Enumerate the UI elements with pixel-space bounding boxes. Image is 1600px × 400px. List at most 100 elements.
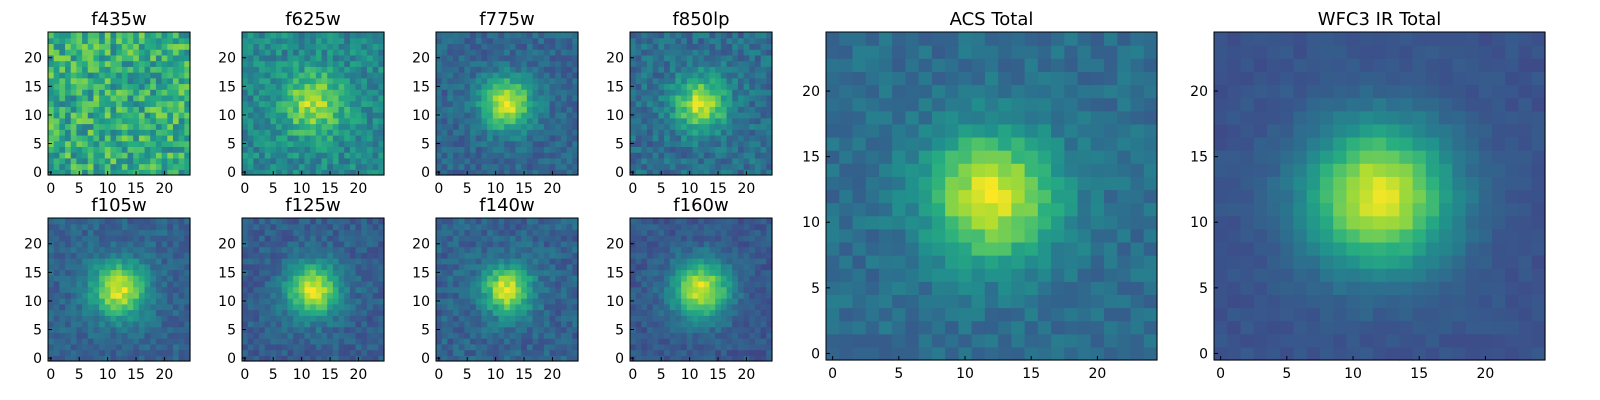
heatmap-cell <box>572 246 579 253</box>
heatmap-cell <box>144 252 151 259</box>
heatmap-cell <box>150 240 157 248</box>
heatmap-cell <box>338 49 345 56</box>
heatmap-cell <box>270 77 277 85</box>
heatmap-cell <box>669 315 677 322</box>
heatmap-cell <box>532 129 539 136</box>
heatmap-cell <box>87 77 95 85</box>
heatmap-cell <box>259 32 266 39</box>
heatmap-cell <box>498 89 505 96</box>
heatmap-cell <box>161 37 168 45</box>
heatmap-cell <box>355 163 362 170</box>
heatmap-cell <box>635 315 642 322</box>
heatmap-cell <box>441 117 448 125</box>
heatmap-cell <box>436 100 443 107</box>
heatmap-cell <box>726 37 733 45</box>
heatmap-cell <box>566 32 573 39</box>
heatmap-cell <box>253 140 260 147</box>
heatmap-cell <box>293 72 300 79</box>
heatmap-cell <box>315 303 323 311</box>
heatmap-cell <box>378 123 385 130</box>
heatmap-cell <box>766 349 773 356</box>
heatmap-cell <box>65 37 72 45</box>
heatmap-cell <box>121 218 129 225</box>
heatmap-cell <box>82 72 89 79</box>
heatmap-cell <box>658 332 665 339</box>
heatmap-cell <box>82 240 89 248</box>
heatmap-cell <box>293 292 300 299</box>
heatmap-cell <box>709 157 716 165</box>
heatmap-cell <box>521 286 528 293</box>
y-tick-label: 5 <box>421 137 430 153</box>
heatmap-cell <box>276 303 283 311</box>
heatmap-cell <box>447 320 454 328</box>
heatmap-cell <box>681 320 688 328</box>
heatmap-cell <box>692 32 699 39</box>
heatmap-cell <box>566 89 573 96</box>
heatmap-cell <box>543 218 551 225</box>
x-tick-label: 0 <box>628 181 637 197</box>
heatmap-cell <box>436 152 443 159</box>
heatmap-cell <box>526 140 534 147</box>
heatmap-cell <box>87 32 95 39</box>
heatmap-cell <box>70 157 77 165</box>
heatmap-cell <box>310 89 317 96</box>
heatmap-cell <box>304 129 311 136</box>
heatmap-cell <box>754 123 762 130</box>
heatmap-cell <box>630 49 637 56</box>
heatmap-cell <box>65 66 72 73</box>
heatmap-cell <box>635 252 642 259</box>
heatmap-cells <box>436 32 579 176</box>
heatmap-cell <box>487 320 494 328</box>
heatmap-cell <box>453 263 460 271</box>
heatmap-cell <box>310 77 317 85</box>
heatmap-cell <box>498 280 505 288</box>
heatmap-cell <box>470 66 477 73</box>
heatmap-cell <box>121 309 129 316</box>
heatmap-cell <box>498 83 505 90</box>
heatmap-cell <box>155 152 163 159</box>
heatmap-cell <box>184 338 191 345</box>
heatmap-cell <box>349 49 357 56</box>
heatmap-cell <box>543 43 551 50</box>
heatmap-cell <box>321 338 328 345</box>
heatmap-cell <box>572 169 579 176</box>
heatmap-cell <box>521 315 528 322</box>
y-tick-label: 20 <box>412 237 430 253</box>
heatmap-cell <box>630 332 637 339</box>
heatmap-cell <box>99 146 106 153</box>
heatmap-cell <box>538 355 545 362</box>
heatmap-cell <box>167 240 174 248</box>
heatmap-cell <box>349 315 357 322</box>
heatmap-cell <box>754 134 762 142</box>
heatmap-cell <box>281 298 289 305</box>
heatmap-cell <box>349 326 357 333</box>
heatmap-cell <box>332 275 340 282</box>
heatmap-cell <box>732 275 739 282</box>
y-tick-label: 0 <box>615 165 624 181</box>
heatmap-cell <box>104 152 112 159</box>
heatmap-cell <box>361 163 368 170</box>
heatmap-cell <box>726 332 733 339</box>
heatmap-cell <box>355 152 362 159</box>
heatmap-cell <box>59 169 66 176</box>
heatmap-cell <box>127 49 134 56</box>
heatmap-cell <box>630 263 637 271</box>
heatmap-cell <box>532 77 539 85</box>
heatmap-cell <box>127 163 134 170</box>
heatmap-cell <box>53 54 60 62</box>
heatmap-cell <box>361 146 368 153</box>
heatmap-cell <box>526 338 534 345</box>
heatmap-cell <box>481 320 488 328</box>
heatmap-cell <box>692 100 699 107</box>
heatmap-cell <box>720 280 728 288</box>
heatmap-cell <box>276 355 283 362</box>
heatmap-cell <box>310 240 317 248</box>
heatmap-cell <box>327 332 334 339</box>
heatmap-cell <box>310 106 317 113</box>
heatmap-cell <box>760 315 767 322</box>
heatmap-cell <box>116 280 123 288</box>
heatmap-cell <box>543 343 551 351</box>
heatmap-cell <box>242 163 249 170</box>
heatmap-cell <box>732 326 739 333</box>
heatmap-cell <box>709 349 716 356</box>
